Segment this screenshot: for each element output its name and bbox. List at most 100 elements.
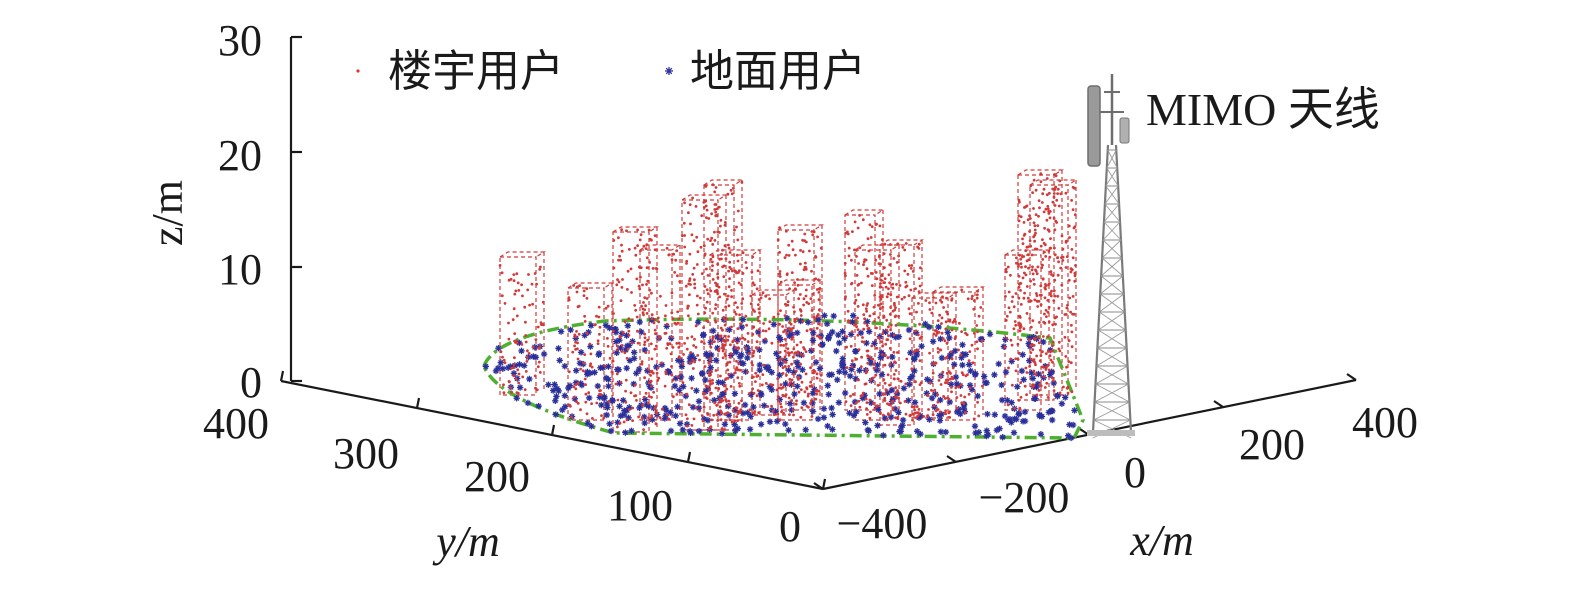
building-user-point xyxy=(652,321,656,325)
ground-user-point xyxy=(591,369,598,376)
building-user-point xyxy=(1012,327,1016,331)
ground-user-point xyxy=(553,393,560,400)
building-user-point xyxy=(1035,331,1039,335)
building-user-point xyxy=(728,360,732,364)
building-user-point xyxy=(870,284,874,287)
building-user-point xyxy=(576,402,580,405)
building-user-point xyxy=(880,353,884,356)
building-user-point xyxy=(932,296,935,299)
building-user-point xyxy=(1069,310,1072,314)
building-user-point xyxy=(889,328,892,332)
building-user-point xyxy=(843,261,847,265)
ground-user-point xyxy=(693,387,700,394)
building-user-point xyxy=(741,336,745,340)
building-user-point xyxy=(855,248,858,252)
building-user-point xyxy=(651,267,655,270)
building-user-point xyxy=(512,374,516,378)
building-user-point xyxy=(901,246,905,249)
building-user-point xyxy=(577,332,581,336)
building-user-point xyxy=(723,389,727,393)
building-user-point xyxy=(700,340,703,344)
building-user-point xyxy=(918,322,921,326)
building-user-point xyxy=(814,277,818,281)
building-user-point xyxy=(788,287,791,291)
building-user-point xyxy=(860,281,863,285)
lattice-bar xyxy=(1098,311,1125,331)
building-user-point xyxy=(1039,173,1043,176)
building-user-point xyxy=(597,315,601,319)
building-user-point xyxy=(888,263,892,267)
building-user-point xyxy=(768,320,772,324)
building-user-point xyxy=(868,223,872,227)
building-user-point xyxy=(634,253,638,257)
building-user-point xyxy=(1054,185,1058,189)
building-user-point xyxy=(709,382,712,386)
building-user-point xyxy=(879,278,883,282)
building-user-point xyxy=(808,249,811,253)
building-user-point xyxy=(639,275,642,279)
building-user-point xyxy=(886,292,890,296)
building-user-point xyxy=(723,343,727,347)
building-user-point xyxy=(793,320,797,324)
building-user-point xyxy=(737,347,740,350)
ground-user-point xyxy=(951,361,958,368)
building-user-point xyxy=(874,338,878,342)
building-user-point xyxy=(953,337,957,341)
building-user-point xyxy=(1042,250,1046,254)
building-user-point xyxy=(1032,221,1036,225)
building-user-point xyxy=(1040,293,1043,297)
building-user-point xyxy=(720,257,723,261)
ground-user-point xyxy=(800,399,808,406)
building-user-point xyxy=(1070,199,1073,202)
building-user-point xyxy=(883,266,886,270)
building-user-point xyxy=(696,294,699,298)
building-user-point xyxy=(916,348,920,352)
building-user-point xyxy=(714,281,717,285)
building-user-point xyxy=(886,373,890,377)
building-user-point xyxy=(725,387,729,391)
building-user-point xyxy=(1035,247,1039,251)
building-user-point xyxy=(734,301,737,304)
building-user-point xyxy=(933,329,937,332)
ground-user-point xyxy=(975,429,982,436)
y-tick-label: 0 xyxy=(779,502,801,551)
building-user-point xyxy=(689,283,692,286)
building-user-point xyxy=(889,253,892,256)
building-user-point xyxy=(1023,384,1027,388)
building-user-point xyxy=(1042,375,1046,379)
building-user-point xyxy=(776,395,780,399)
building-user-point xyxy=(908,312,912,316)
building-user-point xyxy=(1046,204,1050,208)
building-user-point xyxy=(654,410,658,413)
building-user-point xyxy=(977,414,981,418)
building-user-point xyxy=(630,318,634,322)
building-user-point xyxy=(736,209,740,213)
building-user-point xyxy=(1051,200,1055,204)
building-user-point xyxy=(950,298,953,302)
building-user-point xyxy=(576,341,579,345)
building-user-point xyxy=(619,380,623,384)
building-user-point xyxy=(892,257,896,260)
building-user-point xyxy=(802,297,806,301)
building-user-point xyxy=(1048,246,1052,250)
building-user-point xyxy=(909,267,913,270)
ground-user-point xyxy=(857,329,865,337)
building-user-point xyxy=(844,400,848,403)
building-user-point xyxy=(779,383,783,387)
building-user-point xyxy=(803,261,807,265)
ground-user-point xyxy=(513,395,520,402)
building-user-point xyxy=(524,320,527,324)
lattice-bar xyxy=(1096,365,1129,385)
building-user-point xyxy=(714,303,718,306)
building-user-point xyxy=(810,415,814,418)
building-user-point xyxy=(616,425,619,429)
ground-user-point xyxy=(944,329,951,336)
building-user-point xyxy=(617,280,621,284)
building-user-point xyxy=(891,282,895,286)
building-user-point xyxy=(726,377,730,380)
building-user-point xyxy=(1033,361,1037,364)
building-user-point xyxy=(914,329,917,333)
building-user-point xyxy=(1070,323,1073,327)
building-user-point xyxy=(966,297,970,301)
building-user-point xyxy=(734,312,738,316)
